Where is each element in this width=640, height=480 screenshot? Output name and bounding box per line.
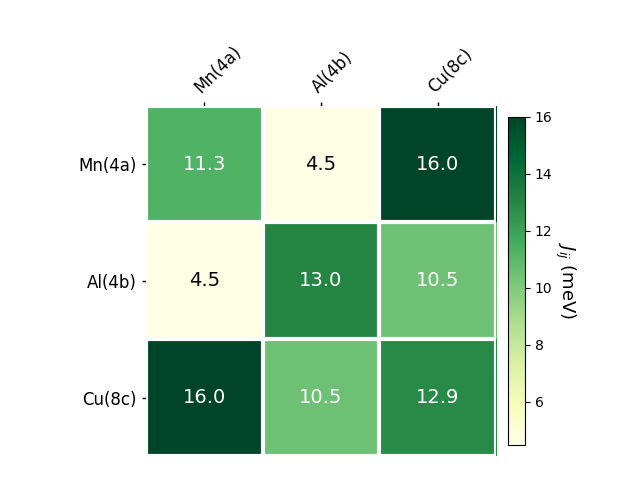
Text: 10.5: 10.5 — [300, 388, 342, 407]
Y-axis label: $J_{ij}$ (meV): $J_{ij}$ (meV) — [553, 242, 577, 319]
Text: 10.5: 10.5 — [416, 271, 460, 290]
Text: 4.5: 4.5 — [305, 155, 337, 173]
Text: 16.0: 16.0 — [416, 155, 460, 173]
Text: 4.5: 4.5 — [189, 271, 220, 290]
Text: 11.3: 11.3 — [182, 155, 226, 173]
Text: 12.9: 12.9 — [416, 388, 460, 407]
Text: 13.0: 13.0 — [300, 271, 342, 290]
Text: 16.0: 16.0 — [182, 388, 226, 407]
